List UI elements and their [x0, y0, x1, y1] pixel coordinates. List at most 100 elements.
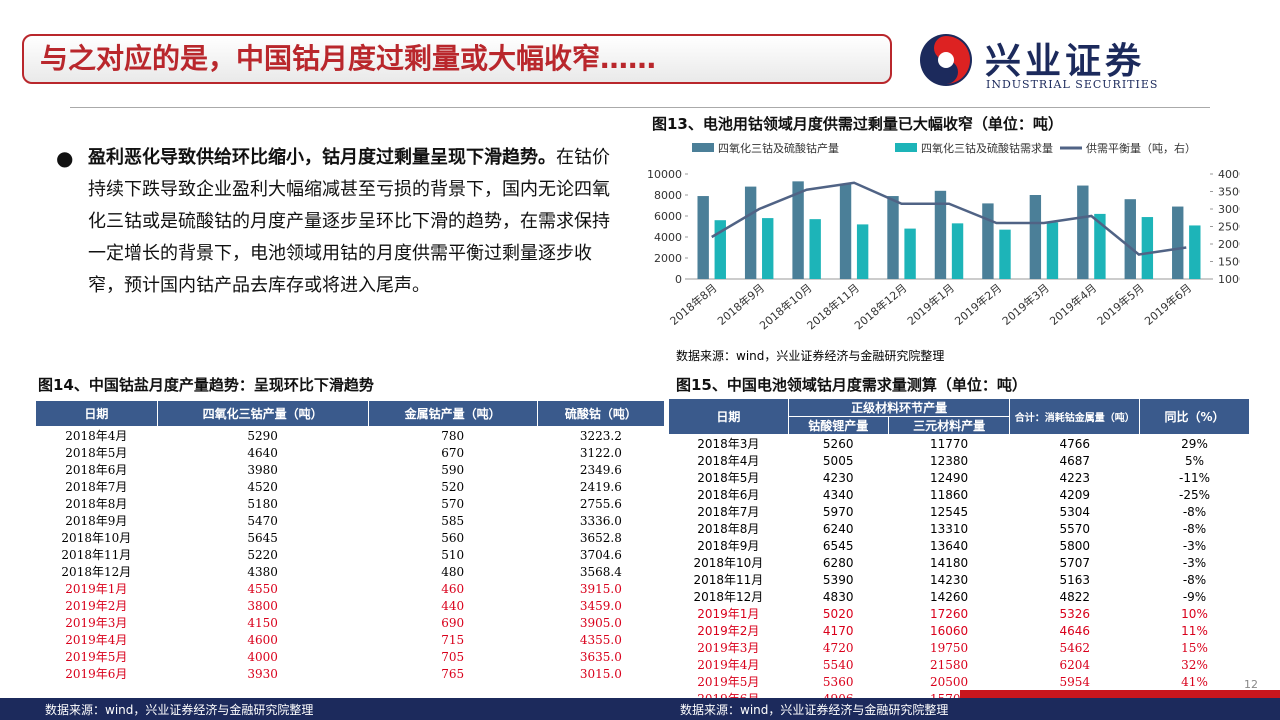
y-tick-label: 10000: [647, 168, 682, 181]
col-header: 正级材料环节产量: [787, 398, 1011, 417]
y2-tick-label: 3000: [1218, 203, 1240, 216]
table-cell: 4170: [822, 623, 854, 638]
bar: [714, 220, 726, 279]
col-header: 日期: [668, 398, 789, 435]
table-cell: 4640: [247, 445, 278, 460]
table-row: 2019年5月 4000 705 3635.0: [36, 648, 665, 665]
table-row: 2018年12月 4380 480 3568.4: [36, 563, 665, 580]
table-cell: 2019年6月: [65, 667, 128, 681]
x-tick-label: 2019年2月: [952, 281, 1005, 328]
table-cell: 41%: [1181, 674, 1208, 689]
accent-bar: [960, 690, 1280, 698]
table-cell: 2019年1月: [697, 607, 760, 621]
chart-source: 数据来源：wind，兴业证券经济与金融研究院整理: [676, 349, 945, 363]
table-cell: 2018年10月: [693, 556, 764, 570]
table-cell: 4209: [1059, 487, 1091, 502]
table-cell: 2018年4月: [65, 429, 128, 443]
legend-label: 四氧化三钴及硫酸钴产量: [718, 141, 839, 155]
table-cell: 4355.0: [579, 632, 622, 647]
bar: [999, 229, 1011, 279]
table-cell: 2019年4月: [697, 658, 760, 672]
table-cell: 4520: [247, 479, 278, 494]
table-cell: 3336.0: [579, 513, 622, 528]
y2-tick-label: 3500: [1218, 186, 1240, 199]
table-cell: 520: [441, 479, 465, 494]
table-cell: 4830: [822, 589, 854, 604]
table-cell: 3122.0: [579, 445, 622, 460]
table-cell: 4766: [1059, 436, 1091, 451]
table-cell: 5707: [1059, 555, 1091, 570]
table-cell: 590: [441, 462, 465, 477]
table-cell: 3800: [247, 598, 278, 613]
footer-bar: [0, 698, 1280, 720]
table-cell: 2755.6: [579, 496, 622, 511]
table-row: 2018年5月 4640 670 3122.0: [36, 444, 665, 461]
table-cell: 5%: [1184, 453, 1205, 468]
table-cell: 3635.0: [579, 649, 622, 664]
table-cell: 2018年12月: [693, 590, 764, 604]
table-row: 2018年7月 5970 12545 5304 -8%: [669, 503, 1250, 520]
table-title: 图14、中国钴盐月度产量趋势：呈现环比下滑趋势: [38, 376, 374, 394]
table-cell: 2018年8月: [65, 497, 128, 511]
x-tick-label: 2019年6月: [1142, 281, 1195, 328]
table-cell: -3%: [1182, 538, 1207, 553]
table-row: 2018年6月 3980 590 2349.6: [36, 461, 665, 478]
table-row: 2019年1月 5020 17260 5326 10%: [669, 605, 1250, 622]
y2-tick-label: 1000: [1218, 273, 1240, 286]
footer-source: 数据来源：wind，兴业证券经济与金融研究院整理: [680, 703, 949, 717]
table-cell: 5390: [822, 572, 854, 587]
table-cell: 14260: [929, 589, 969, 604]
table-cell: 2018年6月: [697, 488, 760, 502]
table-cell: 20500: [929, 674, 969, 689]
x-tick-label: 2018年12月: [851, 281, 909, 333]
table-row: 2018年12月 4830 14260 4822 -9%: [669, 588, 1250, 605]
y-tick-label: 8000: [654, 189, 682, 202]
chart-title: 图13、电池用钴领域月度供需过剩量已大幅收窄（单位：吨）: [652, 115, 1063, 133]
chart: 0 2000 4000 6000 8000 10000 1000 1500 2000 2500 30…: [647, 141, 1240, 333]
table-cell: 4150: [247, 615, 278, 630]
table-cell: 4230: [822, 470, 854, 485]
table-row: 2018年10月 6280 14180 5707 -3%: [669, 554, 1250, 571]
table-cell: 21580: [929, 657, 969, 672]
x-tick-label: 2019年1月: [904, 281, 957, 328]
table-cell: 4223: [1059, 470, 1091, 485]
table-cell: 13640: [929, 538, 969, 553]
legend-label: 供需平衡量（吨，右）: [1086, 141, 1196, 155]
table-cell: 5180: [247, 496, 278, 511]
table-row: 2018年4月 5005 12380 4687 5%: [669, 452, 1250, 469]
table-cell: 3459.0: [579, 598, 622, 613]
y-tick-label: 6000: [654, 210, 682, 223]
logo-text: 兴业证券: [985, 40, 1146, 82]
table-cell: 2019年5月: [697, 675, 760, 689]
table-cell: 3223.2: [579, 428, 622, 443]
bar: [839, 184, 852, 279]
table-cell: 5360: [822, 674, 854, 689]
legend-label: 四氧化三钴及硫酸钴需求量: [921, 141, 1053, 155]
table-cell: 5470: [247, 513, 278, 528]
col-header: 四氧化三钴产量（吨）: [156, 400, 369, 427]
bar: [792, 181, 804, 279]
table-row: 2019年3月 4150 690 3905.0: [36, 614, 665, 631]
table-row: 2018年8月 5180 570 2755.6: [36, 495, 665, 512]
footer-source: 数据来源：wind，兴业证券经济与金融研究院整理: [45, 703, 314, 717]
table-cell: 3905.0: [579, 615, 622, 630]
divider: [70, 107, 1210, 108]
table-cell: 6204: [1059, 657, 1091, 672]
col-header: 合计：消耗钴金属量（吨）: [1009, 398, 1141, 435]
x-tick-label: 2019年5月: [1094, 281, 1147, 328]
table-cell: 4550: [247, 581, 278, 596]
bar: [856, 224, 869, 279]
bold-text: 盈利恶化导致供给环比缩小，钴月度过剩量呈现下滑趋势。: [88, 147, 556, 168]
table-row: 2018年3月 5260 11770 4766 29%: [669, 435, 1250, 453]
table-cell: 2019年3月: [65, 616, 128, 630]
table-cell: 670: [441, 445, 465, 460]
table-cell: 4687: [1059, 453, 1091, 468]
table-cell: 4000: [247, 649, 278, 664]
table-cell: 10%: [1181, 606, 1208, 621]
table-cell: -8%: [1182, 521, 1207, 536]
table-cell: 4720: [822, 640, 854, 655]
bar: [1046, 222, 1059, 279]
logo-subtext: INDUSTRIAL SECURITIES: [986, 78, 1159, 91]
bar: [887, 196, 899, 279]
